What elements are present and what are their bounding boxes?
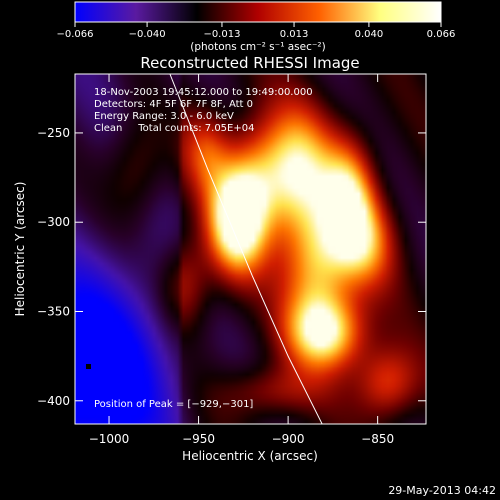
- peak-marker: [86, 364, 91, 369]
- chart-title: Reconstructed RHESSI Image: [140, 54, 359, 72]
- colorbar-ticks: −0.066 −0.040 −0.013 0.013 0.040 0.066: [56, 22, 455, 40]
- x-tick-label: −850: [361, 432, 394, 446]
- x-tick-label: −900: [272, 432, 305, 446]
- y-tick-label: −300: [37, 215, 70, 229]
- footer-date: 29-May-2013 04:42: [388, 484, 496, 497]
- colorbar-tick-label: 0.040: [355, 29, 384, 40]
- annotation-detectors: Detectors: 4F 5F 6F 7F 8F, Att 0: [94, 99, 253, 110]
- x-axis-ticks: −1000 −950 −900 −850: [89, 74, 394, 446]
- y-tick-label: −350: [37, 305, 70, 319]
- annotation-peak: Position of Peak = [−929,−301]: [94, 399, 253, 410]
- colorbar: [74, 1, 442, 23]
- colorbar-unit-label: (photons cm⁻² s⁻¹ asec⁻²): [190, 41, 325, 53]
- x-tick-label: −1000: [89, 432, 130, 446]
- colorbar-tick-label: 0.066: [427, 29, 456, 40]
- y-axis-ticks: −250 −300 −350 −400: [37, 126, 426, 408]
- x-axis-label: Heliocentric X (arcsec): [182, 449, 318, 463]
- annotation-time-range: 18-Nov-2003 19:45:12.000 to 19:49:00.000: [94, 87, 313, 98]
- y-tick-label: −250: [37, 126, 70, 140]
- annotation-method: Clean Total counts: 7.05E+04: [94, 123, 254, 134]
- colorbar-tick-label: −0.066: [56, 29, 93, 40]
- colorbar-tick-label: −0.040: [129, 29, 166, 40]
- plot-frame: [74, 73, 427, 425]
- heatmap-image: [75, 74, 426, 424]
- colorbar-tick-label: −0.013: [203, 29, 240, 40]
- colorbar-tick-label: 0.013: [280, 29, 309, 40]
- y-tick-label: −400: [37, 394, 70, 408]
- solar-limb-curve: [169, 74, 323, 424]
- annotation-energy: Energy Range: 3.0 - 6.0 keV: [94, 111, 234, 122]
- x-tick-label: −950: [182, 432, 215, 446]
- y-axis-label: Heliocentric Y (arcsec): [13, 182, 27, 317]
